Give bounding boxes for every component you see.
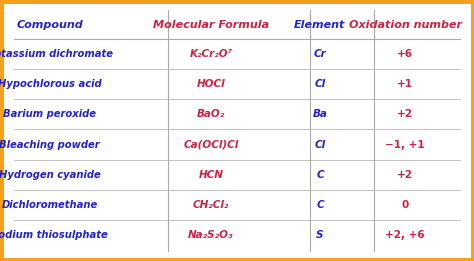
- Text: −1, +1: −1, +1: [385, 140, 425, 150]
- Text: HOCl: HOCl: [197, 79, 225, 89]
- Text: Cr: Cr: [314, 49, 326, 59]
- Text: BaO₂: BaO₂: [197, 109, 225, 119]
- Text: Sodium thiosulphate: Sodium thiosulphate: [0, 230, 108, 240]
- Text: Barium peroxide: Barium peroxide: [3, 109, 96, 119]
- Text: Dichloromethane: Dichloromethane: [1, 200, 98, 210]
- Text: Ba: Ba: [312, 109, 328, 119]
- Text: +6: +6: [397, 49, 413, 59]
- Text: HCN: HCN: [199, 170, 223, 180]
- Text: Hydrogen cyanide: Hydrogen cyanide: [0, 170, 100, 180]
- Text: Molecular Formula: Molecular Formula: [153, 20, 269, 29]
- Text: CH₂Cl₂: CH₂Cl₂: [193, 200, 229, 210]
- Text: Ca(OCl)Cl: Ca(OCl)Cl: [183, 140, 238, 150]
- Text: Potassium dichromate: Potassium dichromate: [0, 49, 113, 59]
- Text: C: C: [316, 200, 324, 210]
- Text: Bleaching powder: Bleaching powder: [0, 140, 100, 150]
- Text: +2, +6: +2, +6: [385, 230, 425, 240]
- Text: Element: Element: [294, 20, 346, 29]
- Text: +1: +1: [397, 79, 413, 89]
- Text: +2: +2: [397, 109, 413, 119]
- Text: Cl: Cl: [314, 79, 326, 89]
- Text: Na₂S₂O₃: Na₂S₂O₃: [188, 230, 234, 240]
- Text: C: C: [316, 170, 324, 180]
- Text: S: S: [316, 230, 324, 240]
- Text: Cl: Cl: [314, 140, 326, 150]
- Text: K₂Cr₂O⁷: K₂Cr₂O⁷: [190, 49, 232, 59]
- Text: 0: 0: [401, 200, 409, 210]
- Text: Compound: Compound: [17, 20, 83, 29]
- Text: Oxidation number: Oxidation number: [349, 20, 462, 29]
- Text: Hypochlorous acid: Hypochlorous acid: [0, 79, 101, 89]
- Text: +2: +2: [397, 170, 413, 180]
